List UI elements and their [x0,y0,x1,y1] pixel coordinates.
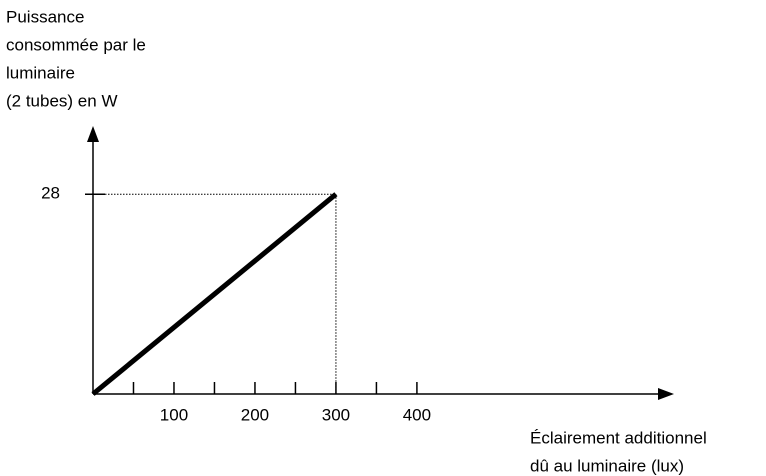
x-tick-label: 200 [241,405,269,424]
x-tick-label: 100 [160,405,188,424]
x-axis-label: dû au luminaire (lux) [530,456,684,475]
x-tick-label: 300 [322,405,350,424]
y-axis-label: consommée par le [6,35,146,54]
x-axis-label: Éclairement additionnel [530,428,707,447]
x-axis-arrow [658,388,674,400]
y-axis-label: (2 tubes) en W [6,91,118,110]
y-axis-label: Puissance [6,7,84,26]
x-tick-label: 400 [403,405,431,424]
y-axis-arrow [87,126,99,142]
y-tick-label: 28 [41,184,60,203]
y-axis-label: luminaire [6,63,75,82]
line [91,192,338,396]
